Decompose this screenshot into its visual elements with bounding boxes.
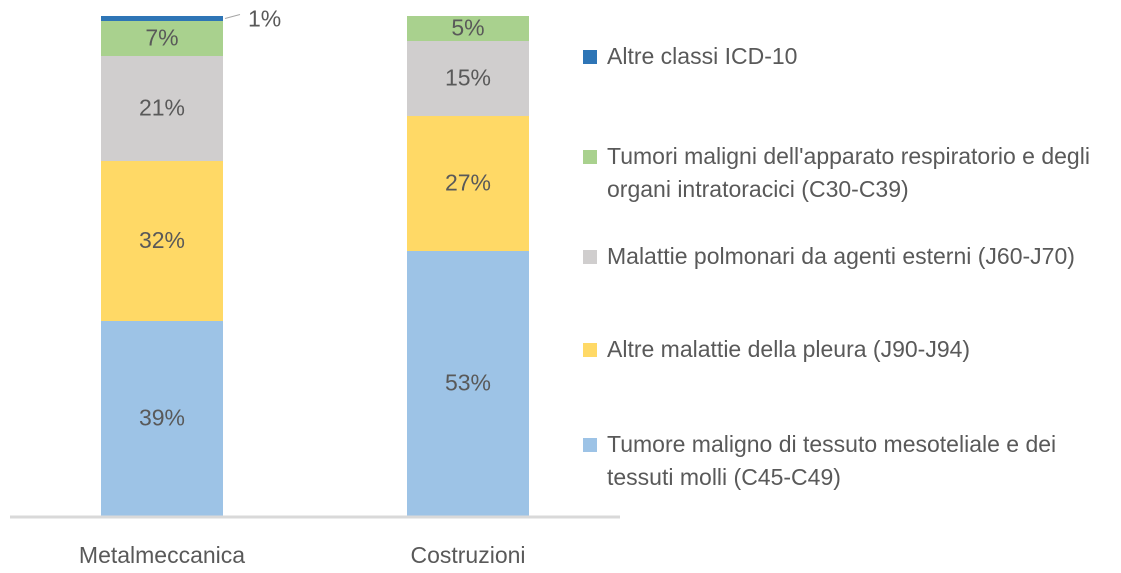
legend-swatch	[583, 438, 597, 452]
legend-swatch	[583, 150, 597, 164]
bar-segment	[101, 161, 223, 321]
legend-swatch	[583, 343, 597, 357]
data-label: 53%	[445, 370, 491, 396]
data-label: 7%	[145, 25, 178, 51]
bar-segment	[407, 41, 529, 116]
bar-segment	[101, 21, 223, 56]
legend-label: Malattie polmonari da agenti esterni (J6…	[607, 243, 1075, 269]
bar-segment	[101, 16, 223, 21]
data-label: 39%	[139, 405, 185, 431]
legend-label: Altre malattie della pleura (J90-J94)	[607, 336, 971, 362]
data-label: 21%	[139, 95, 185, 121]
legend-entry: Tumori maligni dell'apparato respiratori…	[583, 140, 1113, 206]
legend-swatch	[583, 50, 597, 64]
bar-segment	[101, 321, 223, 516]
x-tick-label: Costruzioni	[410, 542, 525, 568]
legend-swatch	[583, 250, 597, 264]
data-label: 32%	[139, 227, 185, 253]
legend-entry: Altre classi ICD-10	[583, 40, 1113, 73]
legend-label: Tumori maligni dell'apparato respiratori…	[607, 143, 1090, 202]
bar-segment	[407, 251, 529, 516]
data-label: 1%	[248, 6, 281, 32]
data-label: 27%	[445, 170, 491, 196]
bar-segment	[407, 116, 529, 251]
bar-segment	[101, 56, 223, 161]
leader-line	[224, 14, 241, 19]
legend-entry: Malattie polmonari da agenti esterni (J6…	[583, 240, 1113, 273]
bar-segment	[407, 16, 529, 41]
data-label: 5%	[451, 15, 484, 41]
legend-label: Altre classi ICD-10	[607, 43, 798, 69]
x-tick-label: Metalmeccanica	[79, 542, 245, 568]
legend-entry: Altre malattie della pleura (J90-J94)	[583, 333, 1113, 366]
data-label: 15%	[445, 65, 491, 91]
legend-label: Tumore maligno di tessuto mesoteliale e …	[607, 431, 1057, 490]
legend-entry: Tumore maligno di tessuto mesoteliale e …	[583, 428, 1113, 494]
